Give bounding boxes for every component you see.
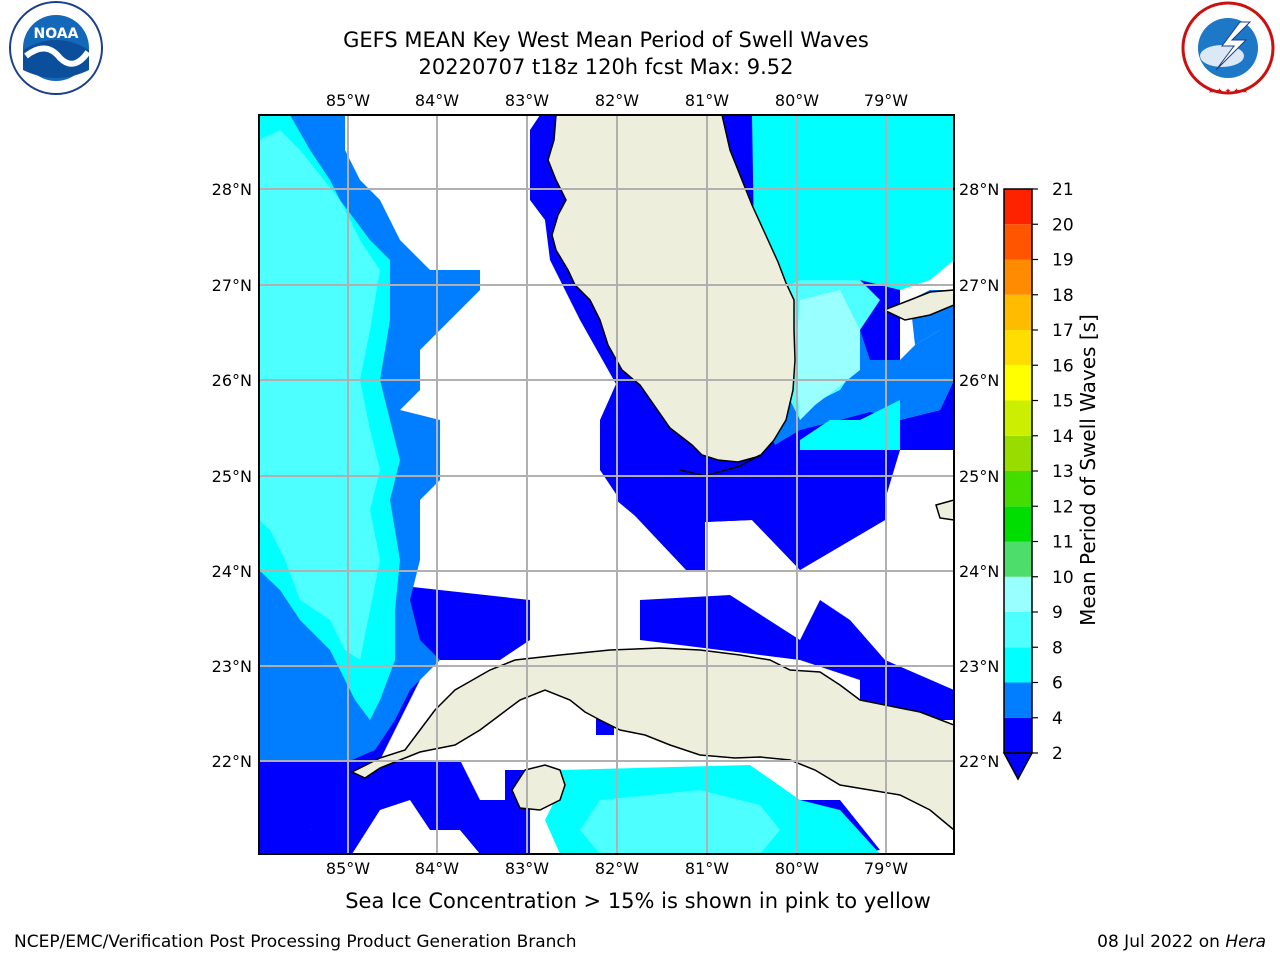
colorbar: 2 4 6 8 9 10 11 12 13 14 15 16 17 18 19 20 21 xyxy=(1002,180,1074,781)
chart-title-line2: 20220707 t18z 120h fcst Max: 9.52 xyxy=(418,55,794,79)
cuba xyxy=(350,647,955,832)
colorbar-tick-label: 20 xyxy=(1052,215,1074,235)
land xyxy=(350,114,955,832)
colorbar-tick-label: 13 xyxy=(1052,462,1074,482)
colorbar-tick-label: 9 xyxy=(1052,603,1063,623)
lon-label-bottom: 81°W xyxy=(685,859,729,878)
colorbar-bin xyxy=(1004,294,1032,330)
lat-label-left: 27°N xyxy=(212,276,252,295)
lon-label-top: 81°W xyxy=(685,91,729,110)
colorbar-tick-label: 15 xyxy=(1052,392,1074,412)
colorbar-title: Mean Period of Swell Waves [s] xyxy=(1076,314,1100,626)
colorbar-tick-label: 19 xyxy=(1052,251,1074,271)
lat-labels-right: 28°N 27°N 26°N 25°N 24°N 23°N 22°N xyxy=(959,180,999,771)
noaa-logo-text: NOAA xyxy=(34,26,79,42)
lat-label-left: 26°N xyxy=(212,371,252,390)
colorbar-tick-label: 16 xyxy=(1052,356,1074,376)
colorbar-bin xyxy=(1004,717,1032,753)
lon-label-top: 80°W xyxy=(775,91,819,110)
colorbar-bin xyxy=(1004,576,1032,612)
lon-label-bottom: 83°W xyxy=(505,859,549,878)
graticule xyxy=(259,115,954,854)
colorbar-tick-label: 10 xyxy=(1052,568,1074,588)
lat-label-right: 27°N xyxy=(959,276,999,295)
chart-title-line1: GEFS MEAN Key West Mean Period of Swell … xyxy=(343,28,869,52)
colorbar-bin xyxy=(1004,189,1032,225)
lat-label-right: 23°N xyxy=(959,657,999,676)
colorbar-bin xyxy=(1004,259,1032,295)
colorbar-tick-label: 17 xyxy=(1052,321,1074,341)
colorbar-tick-label: 2 xyxy=(1052,744,1063,764)
colorbar-bin xyxy=(1004,506,1032,542)
colorbar-extend-arrow xyxy=(1002,752,1034,781)
map-frame xyxy=(258,114,955,855)
florida-keys-coast xyxy=(679,454,761,477)
colorbar-bin xyxy=(1004,471,1032,507)
lon-label-top: 84°W xyxy=(415,91,459,110)
colorbar-bin xyxy=(1004,682,1032,718)
lon-labels-bottom: 85°W 84°W 83°W 82°W 81°W 80°W 79°W xyxy=(326,859,908,878)
lat-label-left: 22°N xyxy=(212,752,252,771)
svg-text:★ ★ ★ ★ ★: ★ ★ ★ ★ ★ xyxy=(1208,87,1248,95)
lat-label-right: 26°N xyxy=(959,371,999,390)
lon-label-bottom: 85°W xyxy=(326,859,370,878)
noaa-logo-icon: NOAA xyxy=(9,1,103,95)
lat-label-left: 25°N xyxy=(212,467,252,486)
sea-ice-note: Sea Ice Concentration > 15% is shown in … xyxy=(345,889,931,913)
colorbar-tick-label: 8 xyxy=(1052,638,1063,658)
colorbar-tick-label: 21 xyxy=(1052,180,1074,200)
lon-label-bottom: 82°W xyxy=(595,859,639,878)
colorbar-tick-label: 14 xyxy=(1052,427,1074,447)
colorbar-bin xyxy=(1004,330,1032,366)
colorbar-bin xyxy=(1004,541,1032,577)
lon-label-top: 79°W xyxy=(864,91,908,110)
host-name: Hera xyxy=(1225,932,1266,952)
colorbar-bin xyxy=(1004,647,1032,683)
colorbar-tick-label: 18 xyxy=(1052,286,1074,306)
colorbar-tick-label: 4 xyxy=(1052,709,1063,729)
lat-label-right: 22°N xyxy=(959,752,999,771)
lat-label-right: 28°N xyxy=(959,180,999,199)
colorbar-bin xyxy=(1004,612,1032,648)
florida-peninsula xyxy=(547,114,796,463)
lat-label-left: 23°N xyxy=(212,657,252,676)
lon-label-top: 83°W xyxy=(505,91,549,110)
colorbar-bin xyxy=(1004,224,1032,260)
map-panel xyxy=(258,114,955,855)
lon-label-bottom: 80°W xyxy=(775,859,819,878)
colorbar-tick-label: 6 xyxy=(1052,674,1063,694)
colorbar-bin xyxy=(1004,435,1032,471)
lon-label-top: 82°W xyxy=(595,91,639,110)
colorbar-tick-label: 12 xyxy=(1052,497,1074,517)
lon-label-bottom: 79°W xyxy=(864,859,908,878)
swell-field-pale-cyan xyxy=(795,290,860,420)
lat-label-left: 28°N xyxy=(212,180,252,199)
colorbar-tick-label: 11 xyxy=(1052,533,1074,553)
lat-label-right: 24°N xyxy=(959,562,999,581)
date-stamp: 08 Jul 2022 on Hera xyxy=(1097,932,1266,952)
nws-logo-icon: ★ ★ ★ ★ ★ xyxy=(1181,1,1275,95)
lat-label-left: 24°N xyxy=(212,562,252,581)
lat-labels-left: 28°N 27°N 26°N 25°N 24°N 23°N 22°N xyxy=(212,180,252,771)
date-text: 08 Jul 2022 on xyxy=(1097,932,1220,952)
lon-label-bottom: 84°W xyxy=(415,859,459,878)
lon-labels-top: 85°W 84°W 83°W 82°W 81°W 80°W 79°W xyxy=(326,91,908,110)
credit-text: NCEP/EMC/Verification Post Processing Pr… xyxy=(14,932,577,952)
lon-label-top: 85°W xyxy=(326,91,370,110)
colorbar-bin xyxy=(1004,365,1032,401)
colorbar-bin xyxy=(1004,400,1032,436)
lat-label-right: 25°N xyxy=(959,467,999,486)
